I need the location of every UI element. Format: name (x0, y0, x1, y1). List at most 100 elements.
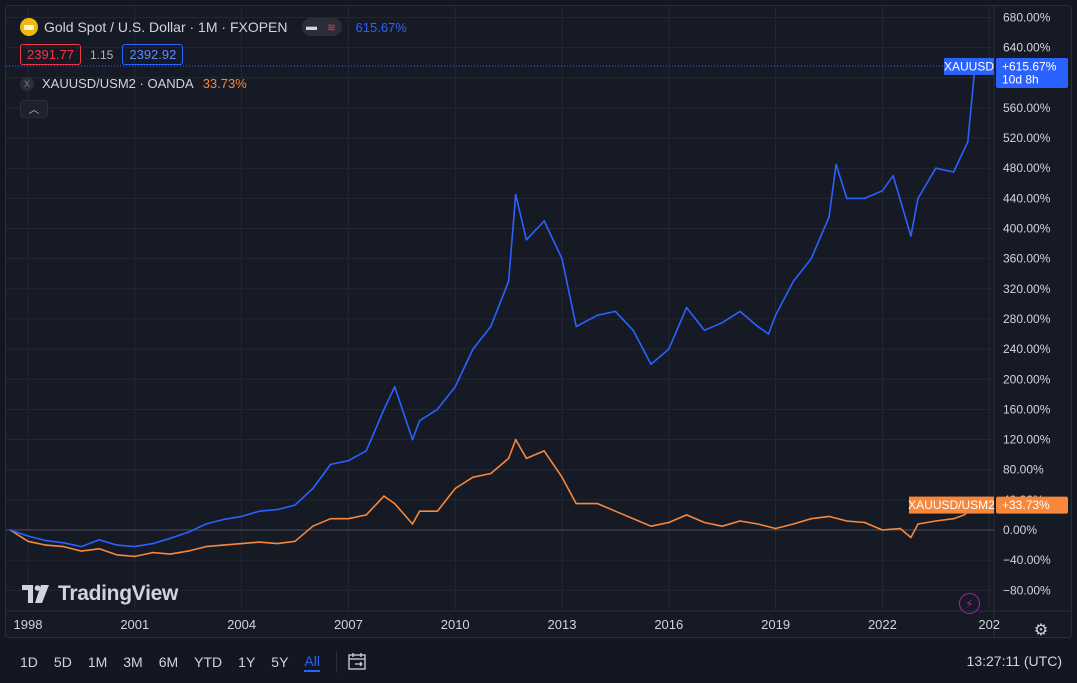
data-point (27, 535, 29, 537)
main-symbol-legend[interactable]: Gold Spot / U.S. Dollar · 1M · FXOPEN ▬ … (20, 18, 407, 36)
data-point (507, 280, 510, 283)
data-point (561, 257, 563, 260)
data-point (575, 502, 577, 505)
data-point (116, 544, 118, 546)
data-point (892, 174, 894, 177)
y-tick-label: 480.00% (1003, 161, 1051, 175)
y-tick-label: 280.00% (1003, 312, 1051, 326)
data-point (910, 235, 912, 237)
collapse-legend-button[interactable]: ︿ (20, 100, 48, 118)
bid-price[interactable]: 2391.77 (20, 44, 81, 65)
data-point (454, 386, 457, 388)
range-button-5d[interactable]: 5D (53, 654, 72, 670)
data-point (935, 520, 937, 522)
range-button-ytd[interactable]: YTD (194, 654, 223, 670)
data-point (383, 408, 385, 411)
data-point (967, 141, 969, 143)
data-point (835, 163, 837, 166)
compare-symbol[interactable]: XAUUSD/USM2 · OANDA (42, 76, 194, 91)
data-point (472, 348, 474, 350)
data-point (863, 521, 866, 524)
legend-controls[interactable]: ▬ ≋ (301, 18, 342, 36)
price-chart[interactable]: 680.00%640.00%600.00%560.00%520.00%480.0… (6, 6, 1072, 638)
data-point (739, 520, 741, 522)
chevron-up-icon: ︿ (28, 104, 40, 116)
y-tick-label: 360.00% (1003, 252, 1051, 266)
data-point (525, 239, 528, 241)
data-point (294, 504, 296, 506)
data-point (294, 540, 296, 543)
tradingview-mark-icon (22, 585, 49, 603)
data-point (721, 525, 723, 527)
data-point (881, 190, 884, 192)
data-point (365, 514, 368, 516)
gear-icon[interactable]: ⚙ (1033, 622, 1049, 638)
range-button-6m[interactable]: 6M (158, 654, 179, 670)
symbol-title[interactable]: Gold Spot / U.S. Dollar · 1M · FXOPEN (44, 19, 288, 35)
tradingview-logo-text: TradingView (58, 582, 179, 605)
tradingview-logo[interactable]: TradingView (22, 582, 178, 606)
data-point (514, 438, 517, 441)
x-tick-label: 1998 (14, 617, 43, 632)
x-tick-label: 2016 (654, 617, 683, 632)
compare-legend[interactable]: X XAUUSD/USM2 · OANDA 33.73% (20, 76, 247, 91)
compare-change: 33.73% (202, 76, 247, 91)
symbol-change: 615.67% (355, 19, 407, 35)
ask-price[interactable]: 2392.92 (122, 44, 184, 65)
chart-frame: 680.00%640.00%600.00%560.00%520.00%480.0… (5, 5, 1072, 638)
range-button-all[interactable]: All (304, 653, 320, 672)
y-tick-label: 320.00% (1003, 282, 1051, 296)
range-button-3m[interactable]: 3M (123, 654, 143, 670)
data-point (917, 197, 919, 200)
data-point (383, 495, 385, 497)
data-point (329, 463, 332, 466)
series-line-compare[interactable] (9, 438, 976, 558)
x-tick-label: 202 (978, 617, 1000, 632)
data-point (767, 333, 770, 335)
calendar-range-icon[interactable] (347, 651, 369, 674)
minus-icon[interactable]: ▬ (301, 18, 322, 36)
range-button-5y[interactable]: 5Y (271, 654, 289, 670)
data-point (668, 348, 670, 350)
compare-icon[interactable]: ≋ (321, 18, 342, 36)
y-tick-label: 240.00% (1003, 342, 1051, 356)
data-point (828, 216, 830, 218)
data-point (668, 521, 670, 524)
y-tick-label: 200.00% (1003, 372, 1051, 386)
data-point (276, 508, 279, 511)
flash-icon[interactable]: ⚡ (959, 593, 980, 614)
x-tick-label: 2001 (120, 617, 149, 632)
data-point (240, 542, 243, 545)
data-point (703, 521, 706, 524)
y-tick-label: 80.00% (1003, 463, 1044, 477)
data-point (365, 450, 368, 452)
data-point (703, 329, 706, 332)
data-point (98, 539, 100, 541)
data-point (899, 527, 901, 530)
y-tick-label: 520.00% (1003, 131, 1051, 145)
data-point (543, 220, 545, 222)
series-label-badge (944, 57, 994, 75)
data-point (62, 542, 65, 544)
series-label-badge (909, 496, 994, 514)
grid-lines (6, 6, 1071, 637)
x-tick-label: 2019 (761, 617, 790, 632)
range-button-1y[interactable]: 1Y (238, 654, 256, 670)
data-point (116, 554, 118, 556)
range-button-1m[interactable]: 1M (87, 654, 108, 670)
value-badge-text: +615.67% (1002, 59, 1057, 73)
data-point (187, 550, 189, 552)
data-point (963, 514, 966, 516)
data-point (596, 314, 599, 317)
price-badges: XAUUSD +615.67%10d 8h XAUUSD/USM2 +33.73% (908, 57, 1068, 514)
value-badge (996, 57, 1068, 88)
remove-compare-icon[interactable]: X (20, 76, 34, 91)
data-point (685, 306, 688, 309)
data-point (575, 325, 577, 328)
data-point (490, 472, 492, 475)
range-button-1d[interactable]: 1D (20, 654, 38, 670)
data-point (774, 527, 777, 530)
data-point (792, 523, 795, 525)
data-point (80, 545, 83, 548)
data-point (828, 515, 830, 518)
